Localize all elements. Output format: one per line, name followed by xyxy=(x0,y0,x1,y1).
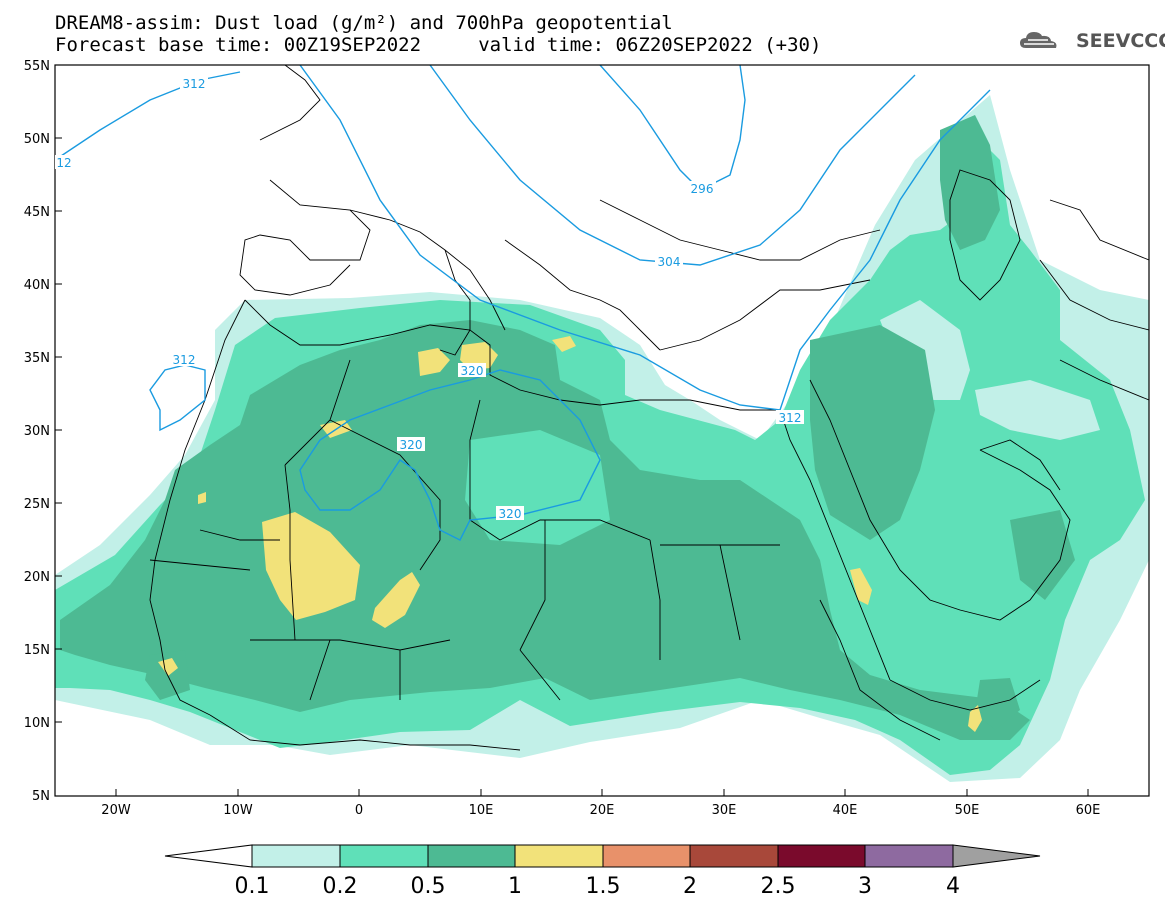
colorbar-left-arrow xyxy=(164,844,253,868)
contour-label-304: 304 xyxy=(658,255,681,269)
axis-ticks xyxy=(55,64,1089,796)
contour-label-312-north: 312 xyxy=(183,77,206,91)
colorbar-label-0.2: 0.2 xyxy=(323,874,358,899)
lat-label-25n: 25N xyxy=(24,497,50,512)
colorbar-swatch-4 xyxy=(514,844,604,868)
colorbar-label-4: 4 xyxy=(946,874,960,899)
lat-label-10n: 10N xyxy=(24,716,50,731)
lat-label-5n: 5N xyxy=(32,789,50,804)
colorbar-label-2: 2 xyxy=(683,874,697,899)
colorbar-label-2.5: 2.5 xyxy=(761,874,796,899)
lat-label-50n: 50N xyxy=(24,132,50,147)
lon-label-10e: 10E xyxy=(469,803,494,818)
lat-label-35n: 35N xyxy=(24,351,50,366)
contour-label-320-a: 320 xyxy=(461,364,484,378)
lon-label-10w: 10W xyxy=(223,803,253,818)
lon-label-30e: 30E xyxy=(712,803,737,818)
colorbar-swatch-5 xyxy=(602,844,691,868)
lon-label-60e: 60E xyxy=(1076,803,1101,818)
colorbar-label-0.1: 0.1 xyxy=(235,874,270,899)
lat-label-40n: 40N xyxy=(24,278,50,293)
map-title: DREAM8-assim: Dust load (g/m²) and 700hP… xyxy=(55,12,673,34)
lon-label-20w: 20W xyxy=(101,803,131,818)
dust-layer-1 xyxy=(158,336,982,732)
lon-label-50e: 50E xyxy=(955,803,980,818)
lat-label-15n: 15N xyxy=(24,643,50,658)
colorbar-swatch-3 xyxy=(427,844,516,868)
colorbar-swatch-6 xyxy=(689,844,779,868)
contour-label-296: 296 xyxy=(691,182,714,196)
map-subtitle: Forecast base time: 00Z19SEP2022 valid t… xyxy=(55,34,822,56)
colorbar-right-arrow xyxy=(952,844,1041,868)
colorbar-label-3: 3 xyxy=(858,874,872,899)
coastlines xyxy=(149,65,1149,751)
colorbar-label-0.5: 0.5 xyxy=(411,874,446,899)
colorbar-label-1: 1 xyxy=(508,874,522,899)
logo-text: SEEVCCC xyxy=(1076,30,1165,52)
lon-label-0: 0 xyxy=(355,803,363,818)
colorbar-swatch-8 xyxy=(864,844,954,868)
colorbar-swatch-2 xyxy=(339,844,429,868)
contour-label-320-c: 320 xyxy=(499,507,522,521)
geopotential-contours xyxy=(55,65,991,541)
cloud-icon xyxy=(1020,32,1057,48)
contour-label-12: 12 xyxy=(56,156,71,170)
lat-label-55n: 55N xyxy=(24,59,50,74)
contour-label-312-east: 312 xyxy=(779,411,802,425)
lat-label-20n: 20N xyxy=(24,570,50,585)
lon-label-20e: 20E xyxy=(590,803,615,818)
contour-label-320-b: 320 xyxy=(400,438,423,452)
colorbar-label-1.5: 1.5 xyxy=(586,874,621,899)
contour-label-312-west: 312 xyxy=(173,353,196,367)
colorbar-swatch-7 xyxy=(777,844,866,868)
colorbar: 0.1 0.2 0.5 1 1.5 2 2.5 3 4 xyxy=(164,844,1041,899)
lat-label-45n: 45N xyxy=(24,205,50,220)
lat-label-30n: 30N xyxy=(24,424,50,439)
lon-label-40e: 40E xyxy=(833,803,858,818)
colorbar-swatch-1 xyxy=(251,844,341,868)
